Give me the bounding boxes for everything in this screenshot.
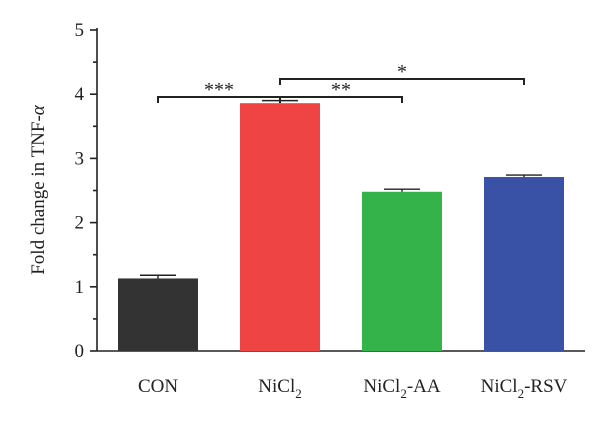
significance-label: *** bbox=[204, 79, 234, 101]
y-tick-label: 0 bbox=[75, 341, 85, 362]
significance-annotations: *** *** bbox=[157, 61, 525, 103]
x-tick-label-3: NiCl2-RSV bbox=[481, 376, 568, 401]
bar-1 bbox=[240, 103, 320, 351]
x-tick-label-0: CON bbox=[138, 376, 178, 397]
y-tick-label: 1 bbox=[75, 277, 85, 298]
y-tick-label: 3 bbox=[75, 148, 85, 169]
bar-3 bbox=[484, 177, 564, 351]
svg-text:Fold change in TNF-α: Fold change in TNF-α bbox=[28, 104, 49, 275]
y-axis-ticks: 0 1 2 3 4 5 bbox=[75, 20, 97, 362]
significance-bracket-0: *** bbox=[157, 79, 281, 103]
significance-bracket-1: ** bbox=[279, 79, 403, 103]
x-axis-labels: CON NiCl2 NiCl2-AA NiCl2-RSV bbox=[138, 376, 568, 401]
significance-label: ** bbox=[331, 79, 351, 101]
y-tick-label: 5 bbox=[75, 20, 85, 41]
bar-2 bbox=[362, 191, 442, 351]
bar-0 bbox=[118, 278, 198, 351]
x-tick-label-1: NiCl2 bbox=[258, 376, 301, 401]
x-tick-label-2: NiCl2-AA bbox=[363, 376, 441, 401]
y-axis-label-symbol: α bbox=[28, 104, 49, 115]
significance-bracket-2: * bbox=[279, 61, 525, 85]
bracket-line bbox=[279, 78, 525, 85]
significance-label: * bbox=[397, 61, 407, 83]
error-bars bbox=[140, 99, 542, 279]
y-tick-label: 2 bbox=[75, 213, 85, 234]
y-axis-label-text: Fold change in TNF- bbox=[28, 115, 49, 275]
y-tick-label: 4 bbox=[75, 84, 85, 105]
y-axis-label: Fold change in TNF-α bbox=[28, 104, 49, 275]
bracket-line bbox=[279, 96, 403, 103]
bars bbox=[118, 103, 564, 351]
